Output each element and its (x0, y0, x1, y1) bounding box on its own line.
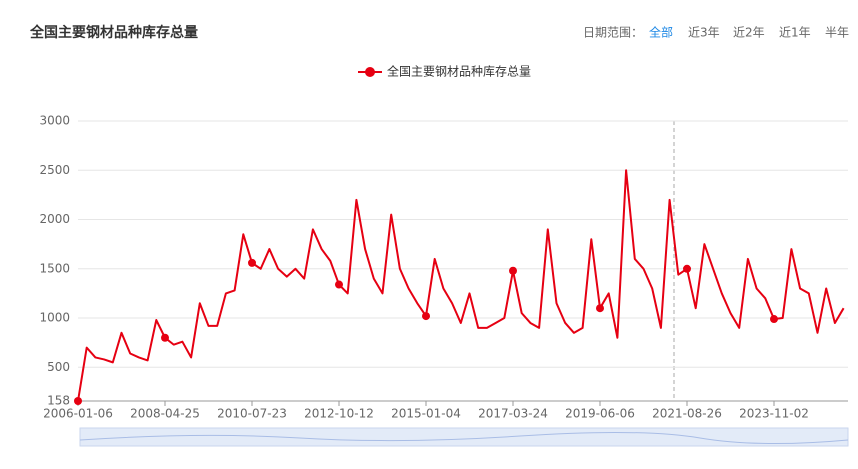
legend-marker (365, 67, 375, 77)
x-tick-label: 2019-06-06 (565, 407, 635, 421)
point-marker (683, 264, 691, 273)
point-marker (161, 333, 169, 342)
range-option[interactable]: 近2年 (733, 26, 765, 40)
x-tick-label: 2017-03-24 (478, 407, 548, 421)
x-tick-label: 2023-11-02 (739, 407, 809, 421)
x-tick-label: 2021-08-26 (652, 407, 722, 421)
range-option[interactable]: 近3年 (688, 26, 720, 40)
point-marker (74, 397, 82, 405)
point-marker (770, 315, 778, 324)
x-tick-label: 2015-01-04 (391, 407, 461, 421)
range-label: 日期范围： (583, 26, 643, 40)
point-marker (248, 258, 256, 267)
point-marker (422, 312, 430, 321)
zoom-preview (79, 431, 849, 445)
range-option[interactable]: 全部 (649, 25, 673, 40)
y-tick-label: 1500 (39, 261, 70, 275)
series-line (77, 169, 845, 402)
x-tick-label: 2006-01-06 (43, 407, 113, 421)
range-option[interactable]: 半年 (825, 26, 849, 40)
y-tick-label: 3000 (39, 114, 70, 128)
range-option[interactable]: 近1年 (779, 26, 811, 40)
y-tick-label: 500 (47, 360, 70, 374)
point-marker (509, 266, 517, 275)
y-tick-label: 2000 (39, 212, 70, 226)
x-tick-label: 2010-07-23 (217, 407, 287, 421)
zoom-slider[interactable] (79, 427, 849, 447)
chart-title: 全国主要钢材品种库存总量 (29, 24, 198, 41)
y-tick-label: 158 (47, 394, 70, 408)
y-tick-label: 2500 (39, 163, 70, 177)
y-tick-label: 1000 (39, 311, 70, 325)
x-tick-label: 2012-10-12 (304, 407, 374, 421)
x-tick-label: 2008-04-25 (130, 407, 200, 421)
point-marker (596, 304, 604, 313)
point-marker (335, 280, 343, 289)
legend-label: 全国主要钢材品种库存总量 (387, 64, 531, 79)
